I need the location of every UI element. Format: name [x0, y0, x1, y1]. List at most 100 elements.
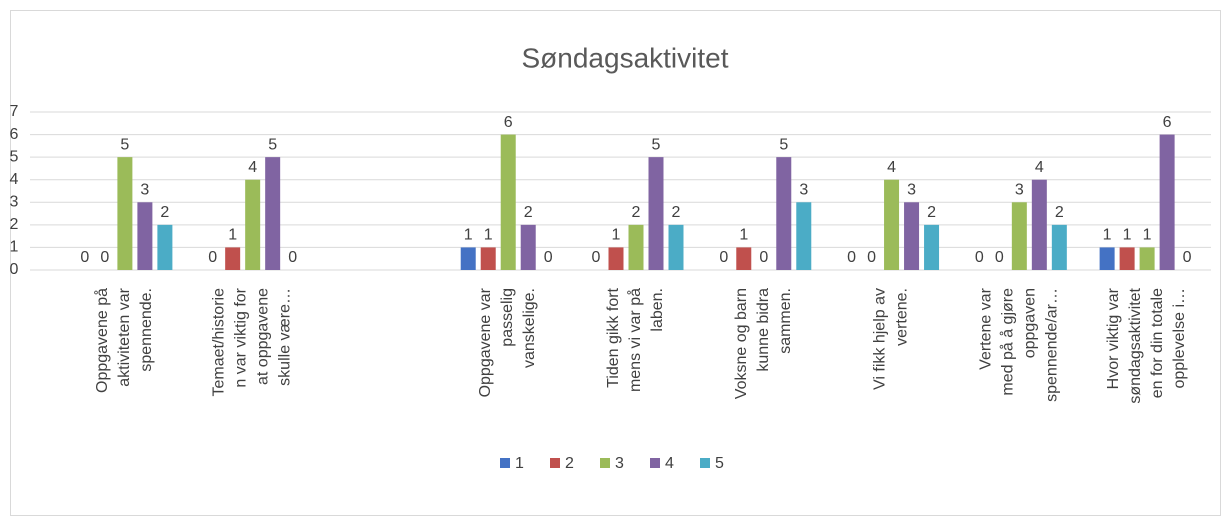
x-tick-label-line: at oppgavene [255, 288, 272, 385]
x-tick-label-line: mens vi var på [626, 288, 644, 392]
legend-swatch [700, 458, 710, 468]
data-label: 3 [907, 182, 916, 199]
data-label: 5 [268, 136, 277, 153]
bar [628, 224, 644, 270]
bar [924, 224, 940, 270]
bar [225, 247, 241, 270]
data-label: 1 [612, 227, 621, 244]
x-tick-label-line: kunne bidra [755, 288, 772, 372]
x-tick-label: Vi fikk hjelp av vertene. [872, 288, 911, 390]
y-tick-label: 6 [10, 126, 19, 143]
bar [796, 202, 812, 270]
bar [884, 179, 900, 270]
data-label: 5 [652, 136, 661, 153]
x-tick-label-line: Voksne og barn [733, 288, 750, 399]
bar [1159, 134, 1175, 270]
x-tick-label-line: Vi fikk hjelp av [872, 288, 889, 390]
bar [265, 157, 281, 270]
legend-swatch [600, 458, 610, 468]
data-label: 0 [80, 249, 89, 266]
x-tick-label-line: Vertene var [978, 287, 995, 370]
bar [245, 179, 261, 270]
y-tick-label: 4 [10, 171, 19, 188]
x-tick-label-line: spennende. [138, 288, 155, 372]
data-label: 6 [504, 114, 513, 131]
x-tick-label: Oppgavene på aktiviteten var spennende. [93, 287, 155, 393]
bar [460, 247, 476, 270]
data-label: 0 [1183, 249, 1192, 266]
bar [648, 157, 664, 270]
x-tick-label-line: spennende/ar… [1044, 288, 1061, 402]
bar [1099, 247, 1115, 270]
x-tick-label-line: vanskelige. [521, 288, 538, 368]
data-label: 1 [464, 227, 473, 244]
data-label: 1 [1143, 227, 1152, 244]
bar [480, 247, 496, 270]
y-tick-label: 7 [10, 103, 19, 120]
data-label: 3 [1015, 182, 1024, 199]
y-tick-label: 2 [10, 216, 19, 233]
data-label: 2 [1055, 204, 1064, 221]
legend-swatch [650, 458, 660, 468]
bar [1031, 179, 1047, 270]
data-label: 0 [288, 249, 297, 266]
bar [1051, 224, 1067, 270]
x-tick-label-line: Tiden gikk fort [605, 287, 622, 387]
data-label: 0 [759, 249, 768, 266]
x-tick-label-line: sammen. [777, 288, 794, 354]
x-tick-label: Oppgavene var passelig vanskelige. [477, 287, 538, 397]
data-label: 0 [544, 249, 553, 266]
bar [500, 134, 516, 270]
data-label: 0 [208, 249, 217, 266]
x-tick-label-line: n var viktig for [233, 287, 250, 387]
x-tick-label-line: en for din totale [1149, 288, 1166, 398]
bar [520, 224, 536, 270]
data-label: 5 [120, 136, 129, 153]
x-tick-label-line: laben. [649, 288, 666, 332]
bar [1119, 247, 1135, 270]
x-tick-label-line: oppgaven [1022, 288, 1039, 358]
x-tick-label-line: opplevelse i… [1171, 288, 1188, 389]
bar [157, 224, 173, 270]
bar [904, 202, 920, 270]
bar [1011, 202, 1027, 270]
legend-label: 2 [565, 455, 574, 472]
legend-swatch [500, 458, 510, 468]
bar [668, 224, 684, 270]
chart-title: Søndagsaktivitet [522, 42, 729, 73]
data-label: 4 [1035, 159, 1044, 176]
data-label: 0 [719, 249, 728, 266]
data-label: 2 [672, 204, 681, 221]
data-label: 5 [779, 136, 788, 153]
data-label: 4 [248, 159, 257, 176]
y-tick-label: 0 [10, 261, 19, 278]
data-label: 0 [592, 249, 601, 266]
legend-label: 5 [715, 455, 724, 472]
data-label: 1 [1123, 227, 1132, 244]
x-tick-label-line: søndagsaktivitet [1127, 287, 1144, 403]
bar [137, 202, 153, 270]
data-label: 0 [867, 249, 876, 266]
x-tick-label-line: vertene. [894, 288, 911, 346]
y-tick-label: 5 [10, 148, 19, 165]
x-tick-label: Temaet/historie n var viktig for at oppgav… [211, 287, 294, 396]
data-label: 0 [975, 249, 984, 266]
bar [776, 157, 792, 270]
data-label: 0 [100, 249, 109, 266]
x-tick-label-line: Oppgavene var [477, 287, 494, 397]
x-tick-label-line: Oppgavene på [93, 288, 111, 393]
x-tick-label-line: Temaet/historie [211, 288, 228, 397]
data-label: 2 [632, 204, 641, 221]
bar [736, 247, 752, 270]
data-label: 1 [739, 227, 748, 244]
data-label: 3 [140, 182, 149, 199]
data-label: 0 [995, 249, 1004, 266]
x-tick-label: Vertene var med på å gjøre oppgaven spennen… [978, 287, 1061, 402]
data-label: 2 [524, 204, 533, 221]
x-tick-label-line: med på å gjøre [999, 288, 1017, 396]
legend-label: 1 [515, 455, 524, 472]
data-label: 1 [484, 227, 493, 244]
data-label: 4 [887, 159, 896, 176]
x-tick-label: Tiden gikk fort mens vi var på laben. [605, 287, 666, 392]
